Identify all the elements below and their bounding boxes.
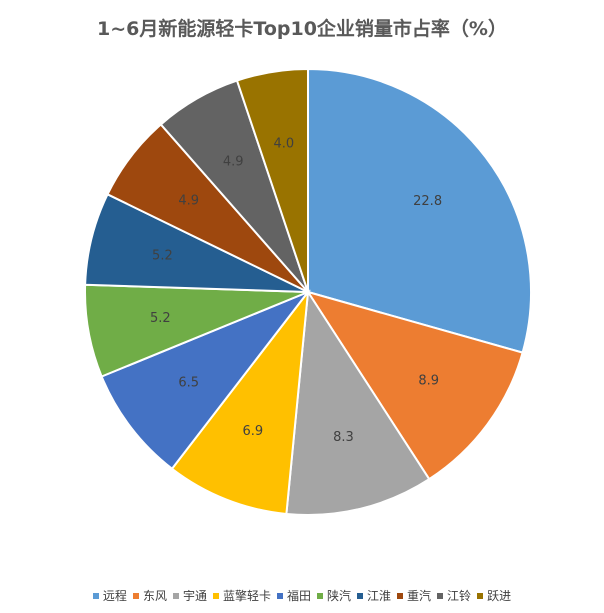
- data-label-6: 5.2: [150, 311, 171, 326]
- legend-label: 福田: [286, 589, 311, 603]
- pie-slice-3: [285, 289, 431, 516]
- legend-label: 陕汽: [327, 589, 352, 603]
- legend-label: 江淮: [367, 589, 392, 603]
- pie-slice-4: [170, 288, 310, 516]
- pie-slice-5: [100, 289, 312, 471]
- pie-slice-2: [305, 290, 524, 481]
- legend-item-6: 陕汽: [317, 587, 351, 604]
- legend-label: 江铃: [447, 589, 472, 603]
- legend-item-4: 蓝擎轻卡: [212, 587, 271, 604]
- legend-swatch: [397, 592, 404, 599]
- legend-label: 宇通: [182, 589, 207, 603]
- legend-item-5: 福田: [276, 587, 311, 604]
- data-label-3: 8.3: [333, 430, 354, 445]
- pie-data-labels: 22.8 8.9 8.3 6.9 6.5 5.2 5.2 4.9 4.9 4.0: [150, 136, 442, 445]
- legend-label: 远程: [102, 589, 127, 603]
- legend-item-1: 远程: [92, 587, 127, 604]
- legend-swatch: [92, 592, 99, 599]
- legend-item-7: 江淮: [357, 587, 391, 604]
- pie-slice-1: [307, 67, 532, 354]
- legend-label: 蓝擎轻卡: [222, 589, 271, 603]
- legend-swatch: [212, 592, 219, 599]
- data-label-5: 6.5: [178, 375, 199, 390]
- legend-swatch: [437, 592, 444, 599]
- legend-swatch: [132, 592, 139, 599]
- legend-label: 重汽: [407, 589, 432, 603]
- data-label-9: 4.9: [223, 155, 244, 170]
- legend-swatch: [357, 592, 364, 599]
- legend-swatch: [172, 592, 179, 599]
- data-label-7: 5.2: [152, 248, 173, 263]
- data-label-10: 4.0: [273, 136, 294, 151]
- data-label-1: 22.8: [413, 194, 442, 209]
- legend-label: 跃进: [487, 589, 512, 603]
- data-label-2: 8.9: [418, 374, 439, 389]
- data-label-4: 6.9: [243, 424, 264, 439]
- legend-swatch: [276, 592, 283, 599]
- legend-label: 东风: [142, 589, 167, 603]
- legend-swatch: [477, 592, 484, 599]
- legend-swatch: [317, 592, 323, 599]
- legend-item-8: 重汽: [397, 587, 431, 604]
- legend-item-9: 江铃: [437, 587, 471, 604]
- pie-slice-10: [235, 67, 309, 293]
- legend-item-3: 宇通: [172, 587, 207, 604]
- legend-item-2: 东风: [132, 587, 167, 604]
- legend-item-10: 跃进: [477, 587, 511, 604]
- chart-legend: 远程 东风 宇通 蓝擎轻卡 福田 陕汽 江淮 重汽 江铃 跃进: [0, 587, 604, 604]
- chart-title: 1~6月新能源轻卡Top10企业销量市占率（%）: [97, 18, 507, 40]
- data-label-8: 4.9: [178, 194, 199, 209]
- pie-slices: [84, 67, 532, 516]
